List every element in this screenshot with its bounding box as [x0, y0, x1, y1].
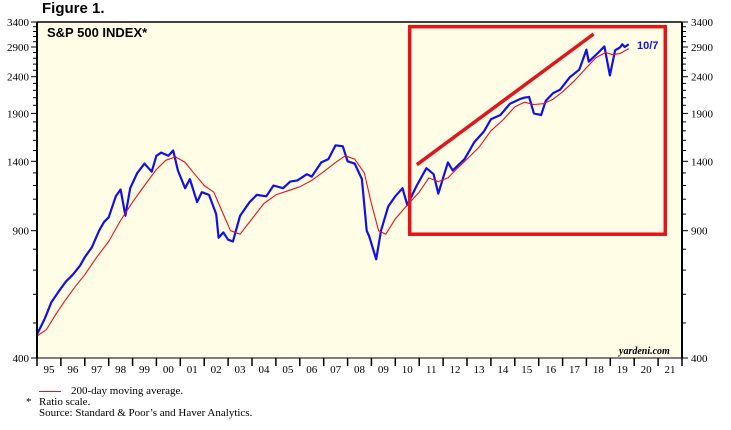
footnotes: 200-day moving average. * Ratio scale. S…: [26, 386, 252, 419]
y-tick-label-left: 2400: [7, 72, 30, 84]
chart-title: S&P 500 INDEX*: [47, 25, 148, 40]
y-tick-label-right: 1400: [691, 156, 714, 168]
x-tick-label: 97: [91, 364, 103, 376]
ratio-scale-note: * Ratio scale.: [26, 397, 252, 408]
legend-moving-average: 200-day moving average.: [26, 386, 252, 397]
y-tick-label-right: 900: [691, 226, 708, 238]
x-tick-label: 98: [115, 364, 127, 376]
x-tick-label: 95: [43, 364, 55, 376]
x-tick-label: 07: [330, 364, 342, 376]
source-note: Source: Standard & Poor’s and Haver Anal…: [26, 408, 252, 419]
x-tick-label: 06: [306, 364, 318, 376]
series-layer: [36, 43, 630, 337]
y-tick-label-left: 1400: [7, 156, 30, 168]
figure-label: Figure 1.: [42, 0, 105, 17]
x-axis: 95 96 97 98 99 00 01 02 03 04 05 06 07 08 09 10 11 12 13 14…: [36, 358, 683, 376]
highlight-box: [407, 24, 668, 236]
x-tick-label: 12: [450, 364, 461, 376]
y-axis-right: 400 900 1400 1900 2400 2900 3400: [682, 17, 714, 365]
y-tick-label-right: 3400: [691, 17, 714, 29]
y-axis-left: 400 900 1400 1900 2400 2900 3400: [7, 17, 37, 365]
x-tick-label: 09: [378, 364, 390, 376]
trend-line: [415, 32, 595, 167]
y-tick-label-right: 1900: [691, 108, 714, 120]
end-date-label: 10/7: [637, 40, 658, 52]
x-tick-label: 08: [354, 364, 366, 376]
x-tick-label: 96: [67, 364, 79, 376]
y-tick-label-left: 1900: [7, 108, 30, 120]
source-text: Source: Standard & Poor’s and Haver Anal…: [39, 407, 253, 419]
y-tick-label-left: 2900: [7, 42, 30, 54]
y-tick-label-left: 900: [13, 226, 30, 238]
x-tick-label: 18: [593, 364, 605, 376]
legend-swatch-red-line: [39, 391, 61, 392]
x-tick-label: 11: [426, 364, 437, 376]
x-tick-label: 14: [497, 364, 509, 376]
y-tick-label-left: 3400: [7, 17, 30, 29]
x-tick-label: 01: [187, 364, 198, 376]
x-tick-label: 17: [569, 364, 581, 376]
sp500-index-line: [36, 43, 630, 335]
x-tick-label: 19: [617, 364, 629, 376]
asterisk: *: [26, 396, 32, 408]
x-tick-label: 15: [521, 364, 533, 376]
watermark: yardeni.com: [618, 346, 670, 357]
x-tick-label: 21: [665, 364, 676, 376]
ratio-scale-text: Ratio scale.: [39, 396, 91, 408]
legend-label: 200-day moving average.: [71, 385, 184, 397]
x-tick-label: 03: [235, 364, 247, 376]
plot-area: [37, 22, 682, 358]
moving-average-line: [36, 48, 629, 337]
x-tick-label: 13: [473, 364, 485, 376]
x-tick-label: 04: [258, 364, 270, 376]
y-tick-label-right: 2900: [691, 42, 714, 54]
x-tick-label: 05: [282, 364, 294, 376]
x-tick-label: 00: [163, 364, 175, 376]
y-tick-label-right: 400: [691, 353, 708, 365]
x-tick-label: 20: [641, 364, 653, 376]
x-tick-label: 16: [545, 364, 557, 376]
x-tick-label: 99: [139, 364, 151, 376]
x-tick-label: 10: [402, 364, 414, 376]
y-tick-label-right: 2400: [691, 72, 714, 84]
x-tick-label: 02: [211, 364, 222, 376]
y-tick-label-left: 400: [13, 353, 30, 365]
